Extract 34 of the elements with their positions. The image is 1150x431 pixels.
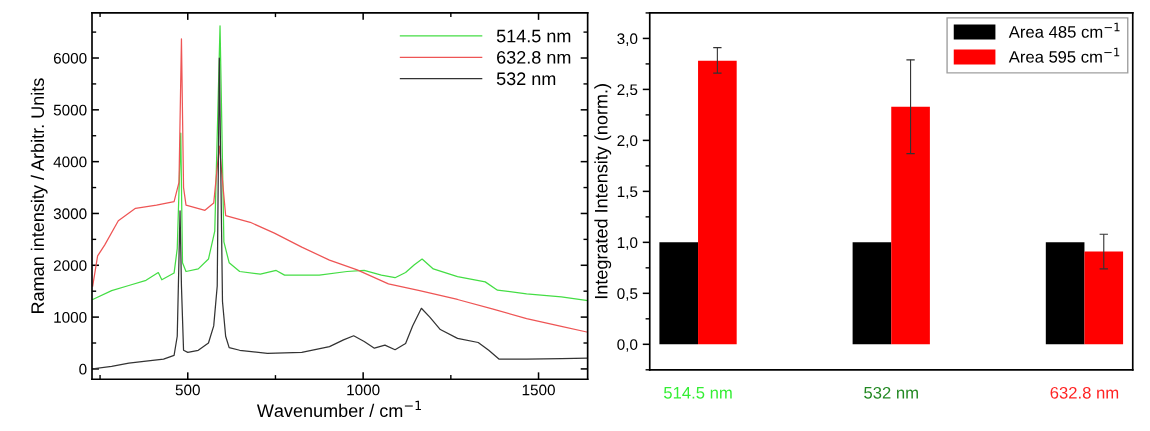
bar xyxy=(698,60,737,345)
y-tick-label: 0,5 xyxy=(617,288,638,301)
legend-label: 514.5 nm xyxy=(496,29,571,43)
y-tick-label: 1,5 xyxy=(617,186,638,199)
x-axis-title: Wavenumber / cm$^{−1}$ xyxy=(256,400,421,418)
y-tick-label: 3000 xyxy=(53,208,87,220)
legend-label: 532 nm xyxy=(496,72,556,86)
x-tick-label: 514.5 nm xyxy=(663,387,732,399)
x-tick-label: 500 xyxy=(175,384,200,396)
y-tick-label: 2,5 xyxy=(617,84,638,97)
y-tick-label: 6000 xyxy=(53,52,87,64)
y-tick-label: 0,0 xyxy=(617,339,638,352)
bar xyxy=(852,242,892,345)
x-tick-label: 1000 xyxy=(347,384,380,396)
bar xyxy=(891,106,930,345)
legend-label: Area 485 cm$^{−1}$ xyxy=(1008,22,1120,38)
x-tick-label: 1500 xyxy=(522,384,555,396)
y-tick-label: 4000 xyxy=(53,156,87,168)
y-tick-label: 1,0 xyxy=(617,237,638,250)
y-axis-title: Integrated Intensity (norm.) xyxy=(594,84,612,299)
bar xyxy=(1084,251,1124,345)
x-tick-label: 632.8 nm xyxy=(1050,386,1119,399)
y-tick-label: 0 xyxy=(79,363,87,375)
y-tick-label: 1000 xyxy=(54,311,87,323)
y-axis-title: Raman intensity / Arbitr. Units xyxy=(30,78,48,314)
legend-label: 632.8 nm xyxy=(497,51,571,64)
legend-label: Area 595 cm$^{−1}$ xyxy=(1008,47,1120,63)
y-tick-label: 2,0 xyxy=(617,135,638,148)
y-tick-label: 2000 xyxy=(53,260,87,271)
y-tick-label: 5000 xyxy=(53,104,87,116)
bar xyxy=(659,242,699,345)
x-tick-label: 532 nm xyxy=(864,386,918,399)
y-tick-label: 3,0 xyxy=(617,33,638,46)
bar xyxy=(1045,242,1085,345)
